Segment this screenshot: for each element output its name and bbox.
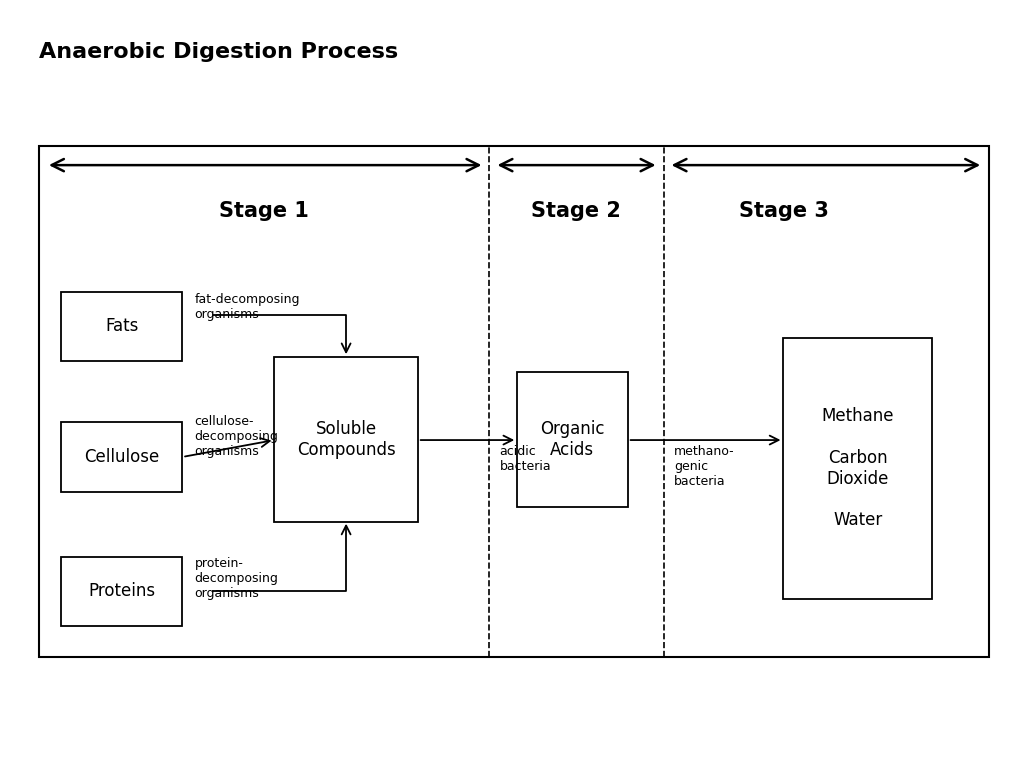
Bar [61,422,182,492]
Text: Stage 3: Stage 3 [739,201,829,221]
Text: protein-
decomposing
organisms: protein- decomposing organisms [195,557,279,600]
Text: Organic
Acids: Organic Acids [541,420,604,459]
Text: Stage 2: Stage 2 [530,201,621,221]
Text: Methane

Carbon
Dioxide

Water: Methane Carbon Dioxide Water [821,408,894,529]
Text: cellulose-
decomposing
organisms: cellulose- decomposing organisms [195,415,279,458]
Bar [274,357,418,522]
Text: acidic
bacteria: acidic bacteria [500,445,551,473]
Text: Soluble
Compounds: Soluble Compounds [297,420,395,459]
Bar [783,338,932,599]
Bar [517,372,628,507]
Text: methano-
genic
bacteria: methano- genic bacteria [674,445,734,488]
Text: Cellulose: Cellulose [84,448,160,466]
Text: Proteins: Proteins [88,582,156,601]
Text: fat-decomposing
organisms: fat-decomposing organisms [195,293,300,321]
Text: Anaerobic Digestion Process: Anaerobic Digestion Process [39,42,398,62]
Bar [39,146,989,657]
Bar [61,557,182,626]
Text: Stage 1: Stage 1 [219,201,309,221]
Bar [61,292,182,361]
Text: Fats: Fats [105,317,138,336]
